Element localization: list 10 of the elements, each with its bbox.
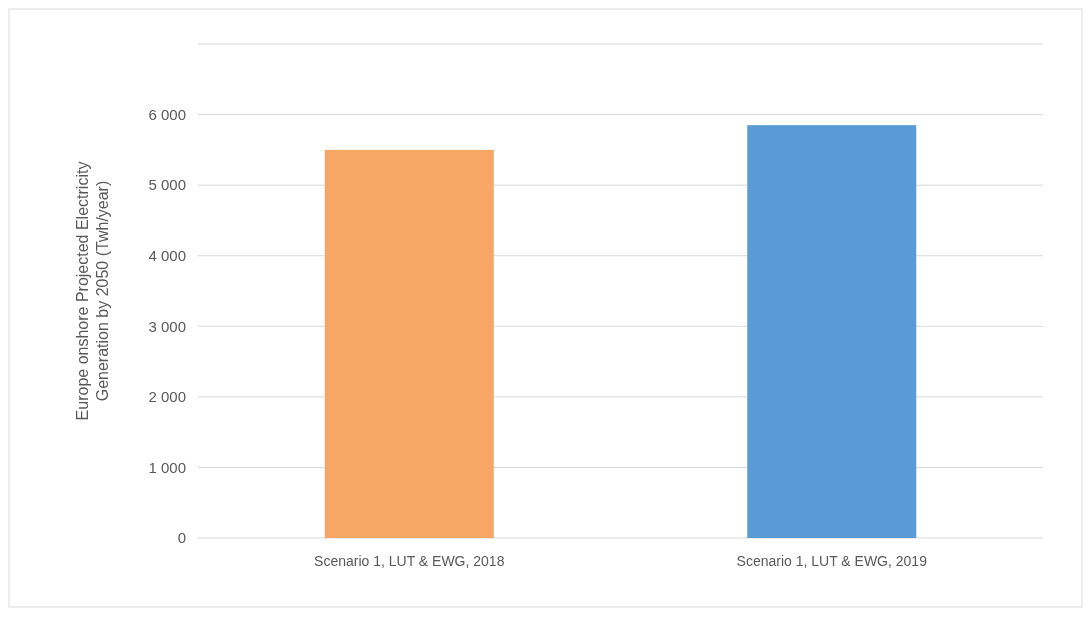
y-tick-label: 0 <box>177 529 186 547</box>
y-tick-label: 6 000 <box>148 105 186 123</box>
y-tick-label: 4 000 <box>148 246 186 264</box>
x-tick-label: Scenario 1, LUT & EWG, 2018 <box>314 553 505 569</box>
y-tick-label: 3 000 <box>148 317 186 335</box>
x-tick-label: Scenario 1, LUT & EWG, 2019 <box>736 553 928 569</box>
y-tick-label: 1 000 <box>148 458 186 476</box>
y-tick-label: 5 000 <box>148 176 186 194</box>
y-axis-title: Europe onshore Projected Electricity Generation by 2050 (Twh/year) <box>74 161 111 421</box>
y-tick-label: 2 000 <box>148 388 186 406</box>
